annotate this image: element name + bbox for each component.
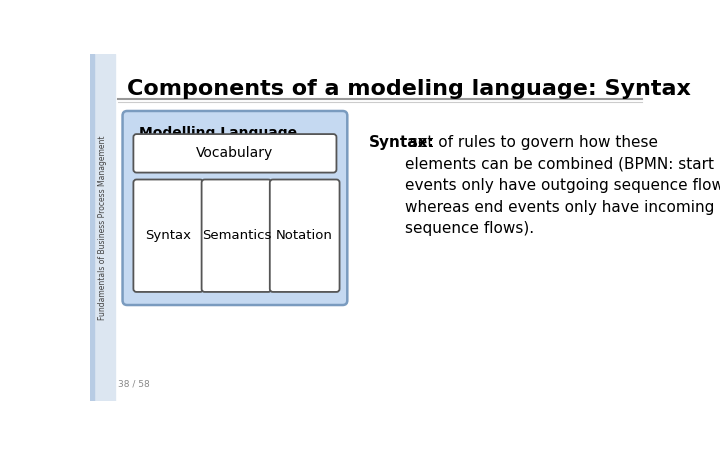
Text: Syntax:: Syntax: [369,135,435,150]
FancyBboxPatch shape [133,180,203,292]
Text: Modelling Language: Modelling Language [139,126,297,140]
Text: Notation: Notation [276,229,333,242]
Text: set of rules to govern how these
elements can be combined (BPMN: start
events on: set of rules to govern how these element… [405,135,720,236]
Text: 38 / 58: 38 / 58 [118,380,150,389]
Bar [90,54,94,400]
FancyBboxPatch shape [270,180,340,292]
FancyBboxPatch shape [122,111,347,305]
Text: Vocabulary: Vocabulary [197,146,274,160]
Text: Syntax: Syntax [145,229,192,242]
FancyBboxPatch shape [202,180,271,292]
FancyBboxPatch shape [133,134,336,173]
Text: Semantics: Semantics [202,229,271,242]
Text: Fundamentals of Business Process Management: Fundamentals of Business Process Managem… [98,135,107,320]
Bar [90,54,114,400]
Text: Components of a modeling language: Syntax: Components of a modeling language: Synta… [127,79,691,99]
